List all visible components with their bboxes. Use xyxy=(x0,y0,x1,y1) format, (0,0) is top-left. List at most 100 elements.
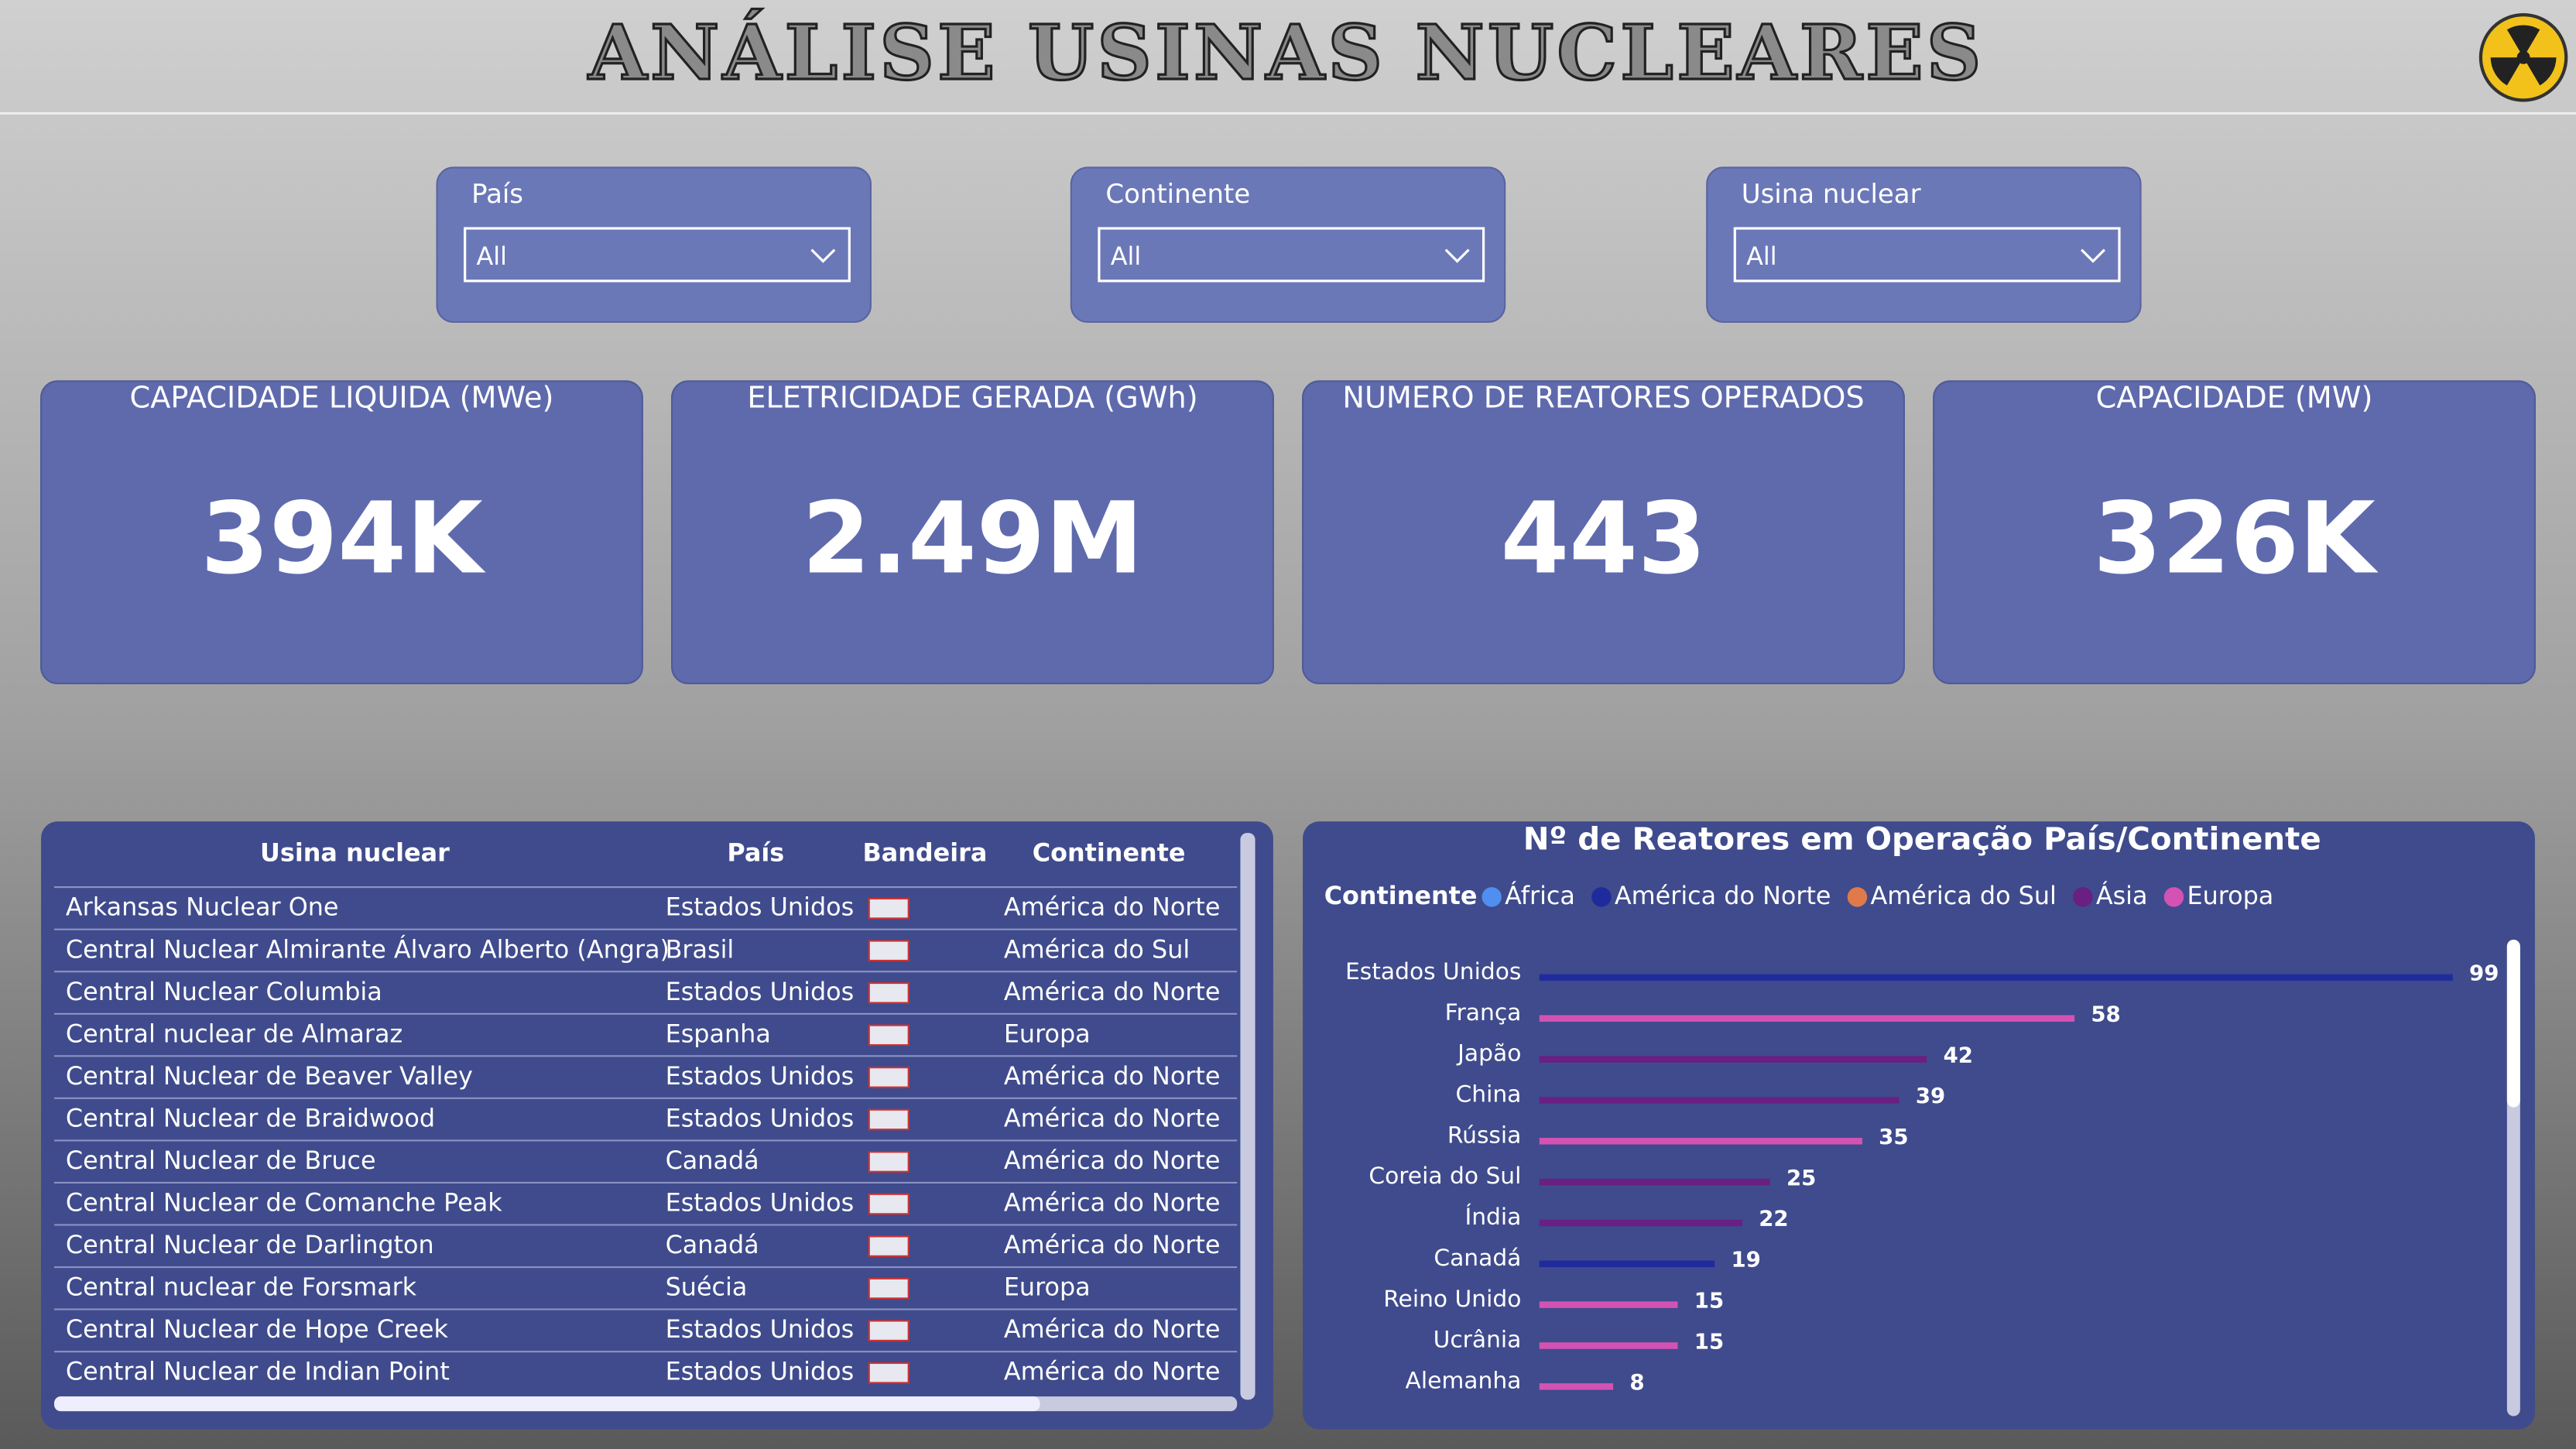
table-cell: Estados Unidos xyxy=(666,1061,855,1091)
table-cell: Central Nuclear de Comanche Peak xyxy=(66,1188,502,1218)
kpi-card xyxy=(1933,380,2537,685)
kpi-card xyxy=(671,380,1274,685)
y-tick-label: Coreia do Sul xyxy=(1368,1163,1521,1190)
table-cell: Central Nuclear Almirante Álvaro Alberto… xyxy=(66,934,670,964)
legend-marker xyxy=(2073,887,2093,907)
table-cell: Canadá xyxy=(666,1146,759,1175)
table-cell: Central nuclear de Forsmark xyxy=(66,1273,417,1302)
data-label: 25 xyxy=(1786,1165,1816,1190)
flag-icon xyxy=(868,940,909,962)
legend-marker xyxy=(1591,887,1612,907)
data-label: 8 xyxy=(1629,1369,1644,1395)
filter-dropdown[interactable] xyxy=(1098,227,1485,283)
table-header: Bandeira xyxy=(863,838,988,868)
y-tick-label: Reino Unido xyxy=(1383,1286,1521,1313)
data-label: 99 xyxy=(2469,961,2499,986)
table-header: Continente xyxy=(1033,838,1186,868)
data-label: 42 xyxy=(1944,1042,1973,1067)
y-tick-label: França xyxy=(1445,999,1522,1026)
table-cell: América do Norte xyxy=(1004,1357,1221,1386)
table-cell: Europa xyxy=(1004,1273,1091,1302)
legend-marker xyxy=(1847,887,1868,907)
flag-icon xyxy=(868,1151,909,1173)
y-tick-label: China xyxy=(1456,1081,1522,1108)
legend-title: Continente xyxy=(1324,881,1478,910)
legend-marker xyxy=(1482,887,1502,907)
filter-value: All xyxy=(1746,242,1776,271)
legend-label: África xyxy=(1505,881,1575,910)
data-label: 39 xyxy=(1916,1083,1945,1108)
data-label: 15 xyxy=(1694,1328,1724,1354)
flag-icon xyxy=(868,1108,909,1131)
bar xyxy=(1539,1260,1715,1268)
y-tick-label: Canadá xyxy=(1434,1245,1521,1272)
kpi-card xyxy=(1302,380,1905,685)
dropdown-arrow xyxy=(1444,248,1470,263)
data-label: 58 xyxy=(2091,1001,2120,1026)
chart-panel xyxy=(1303,821,2535,1430)
legend-marker xyxy=(2163,887,2184,907)
filter-label: País xyxy=(471,179,523,210)
bar xyxy=(1539,1097,1899,1104)
table-cell: América do Norte xyxy=(1004,892,1221,922)
table-cell: América do Norte xyxy=(1004,1146,1221,1175)
table-cell: América do Sul xyxy=(1004,934,1190,964)
filter-dropdown[interactable] xyxy=(464,227,851,283)
table-cell: América do Norte xyxy=(1004,1230,1221,1259)
table-cell: América do Norte xyxy=(1004,1103,1221,1132)
bar xyxy=(1539,1138,1862,1145)
table-scroll-thumb[interactable] xyxy=(54,1396,1040,1412)
table-cell: Central Nuclear de Hope Creek xyxy=(66,1314,449,1344)
table-cell: Espanha xyxy=(666,1019,771,1048)
legend-label: Ásia xyxy=(2096,881,2148,910)
kpi-title: NUMERO DE REATORES OPERADOS xyxy=(1342,381,1864,415)
table-header: Usina nuclear xyxy=(260,838,450,868)
table-cell: Estados Unidos xyxy=(666,892,855,922)
table-cell: América do Norte xyxy=(1004,977,1221,1006)
bar xyxy=(1539,1015,2075,1022)
table-cell: Estados Unidos xyxy=(666,1103,855,1132)
flag-icon xyxy=(868,897,909,920)
data-label: 35 xyxy=(1879,1124,1908,1149)
y-tick-label: Rússia xyxy=(1447,1122,1522,1149)
filter-value: All xyxy=(1111,242,1141,271)
table-cell: Arkansas Nuclear One xyxy=(66,892,339,922)
y-tick-label: Japão xyxy=(1456,1040,1521,1067)
table-cell: Europa xyxy=(1004,1019,1091,1048)
table-cell: Central Nuclear de Indian Point xyxy=(66,1357,450,1386)
kpi-value: 2.49M xyxy=(802,481,1143,596)
bar xyxy=(1539,1383,1614,1390)
table-cell: Central Nuclear de Darlington xyxy=(66,1230,434,1259)
flag-icon xyxy=(868,1024,909,1046)
kpi-value: 326K xyxy=(2093,481,2379,596)
flag-icon xyxy=(868,982,909,1004)
filter-label: Usina nuclear xyxy=(1742,179,1921,210)
y-tick-label: Estados Unidos xyxy=(1345,958,1521,985)
table-cell: Central Nuclear Columbia xyxy=(66,977,382,1006)
dropdown-arrow xyxy=(810,248,836,263)
chart-vscroll-thumb[interactable] xyxy=(2506,940,2520,1108)
filter-dropdown[interactable] xyxy=(1733,227,2121,283)
table-header: País xyxy=(727,838,784,868)
kpi-value: 394K xyxy=(200,481,486,596)
table-cell: Central Nuclear de Beaver Valley xyxy=(66,1061,473,1091)
table-cell: Estados Unidos xyxy=(666,1188,855,1218)
flag-icon xyxy=(868,1235,909,1257)
table-panel xyxy=(41,821,1273,1430)
table-vscroll[interactable] xyxy=(1240,833,1255,1400)
bar xyxy=(1539,1056,1927,1063)
legend-label: América do Sul xyxy=(1870,881,2056,910)
kpi-value: 443 xyxy=(1501,481,1707,596)
table-cell: Estados Unidos xyxy=(666,977,855,1006)
content: País All Continente All Usina nuclear All CAPA… xyxy=(40,166,2537,1430)
bar xyxy=(1539,1178,1770,1186)
kpi-title: ELETRICIDADE GERADA (GWh) xyxy=(747,381,1197,415)
bar xyxy=(1539,974,2453,981)
table-cell: Estados Unidos xyxy=(666,1357,855,1386)
kpi-title: CAPACIDADE (MW) xyxy=(2096,381,2373,415)
data-label: 19 xyxy=(1731,1247,1760,1273)
table-cell: América do Norte xyxy=(1004,1314,1221,1344)
page-title: ANÁLISE USINAS NUCLEARES xyxy=(587,9,1985,98)
